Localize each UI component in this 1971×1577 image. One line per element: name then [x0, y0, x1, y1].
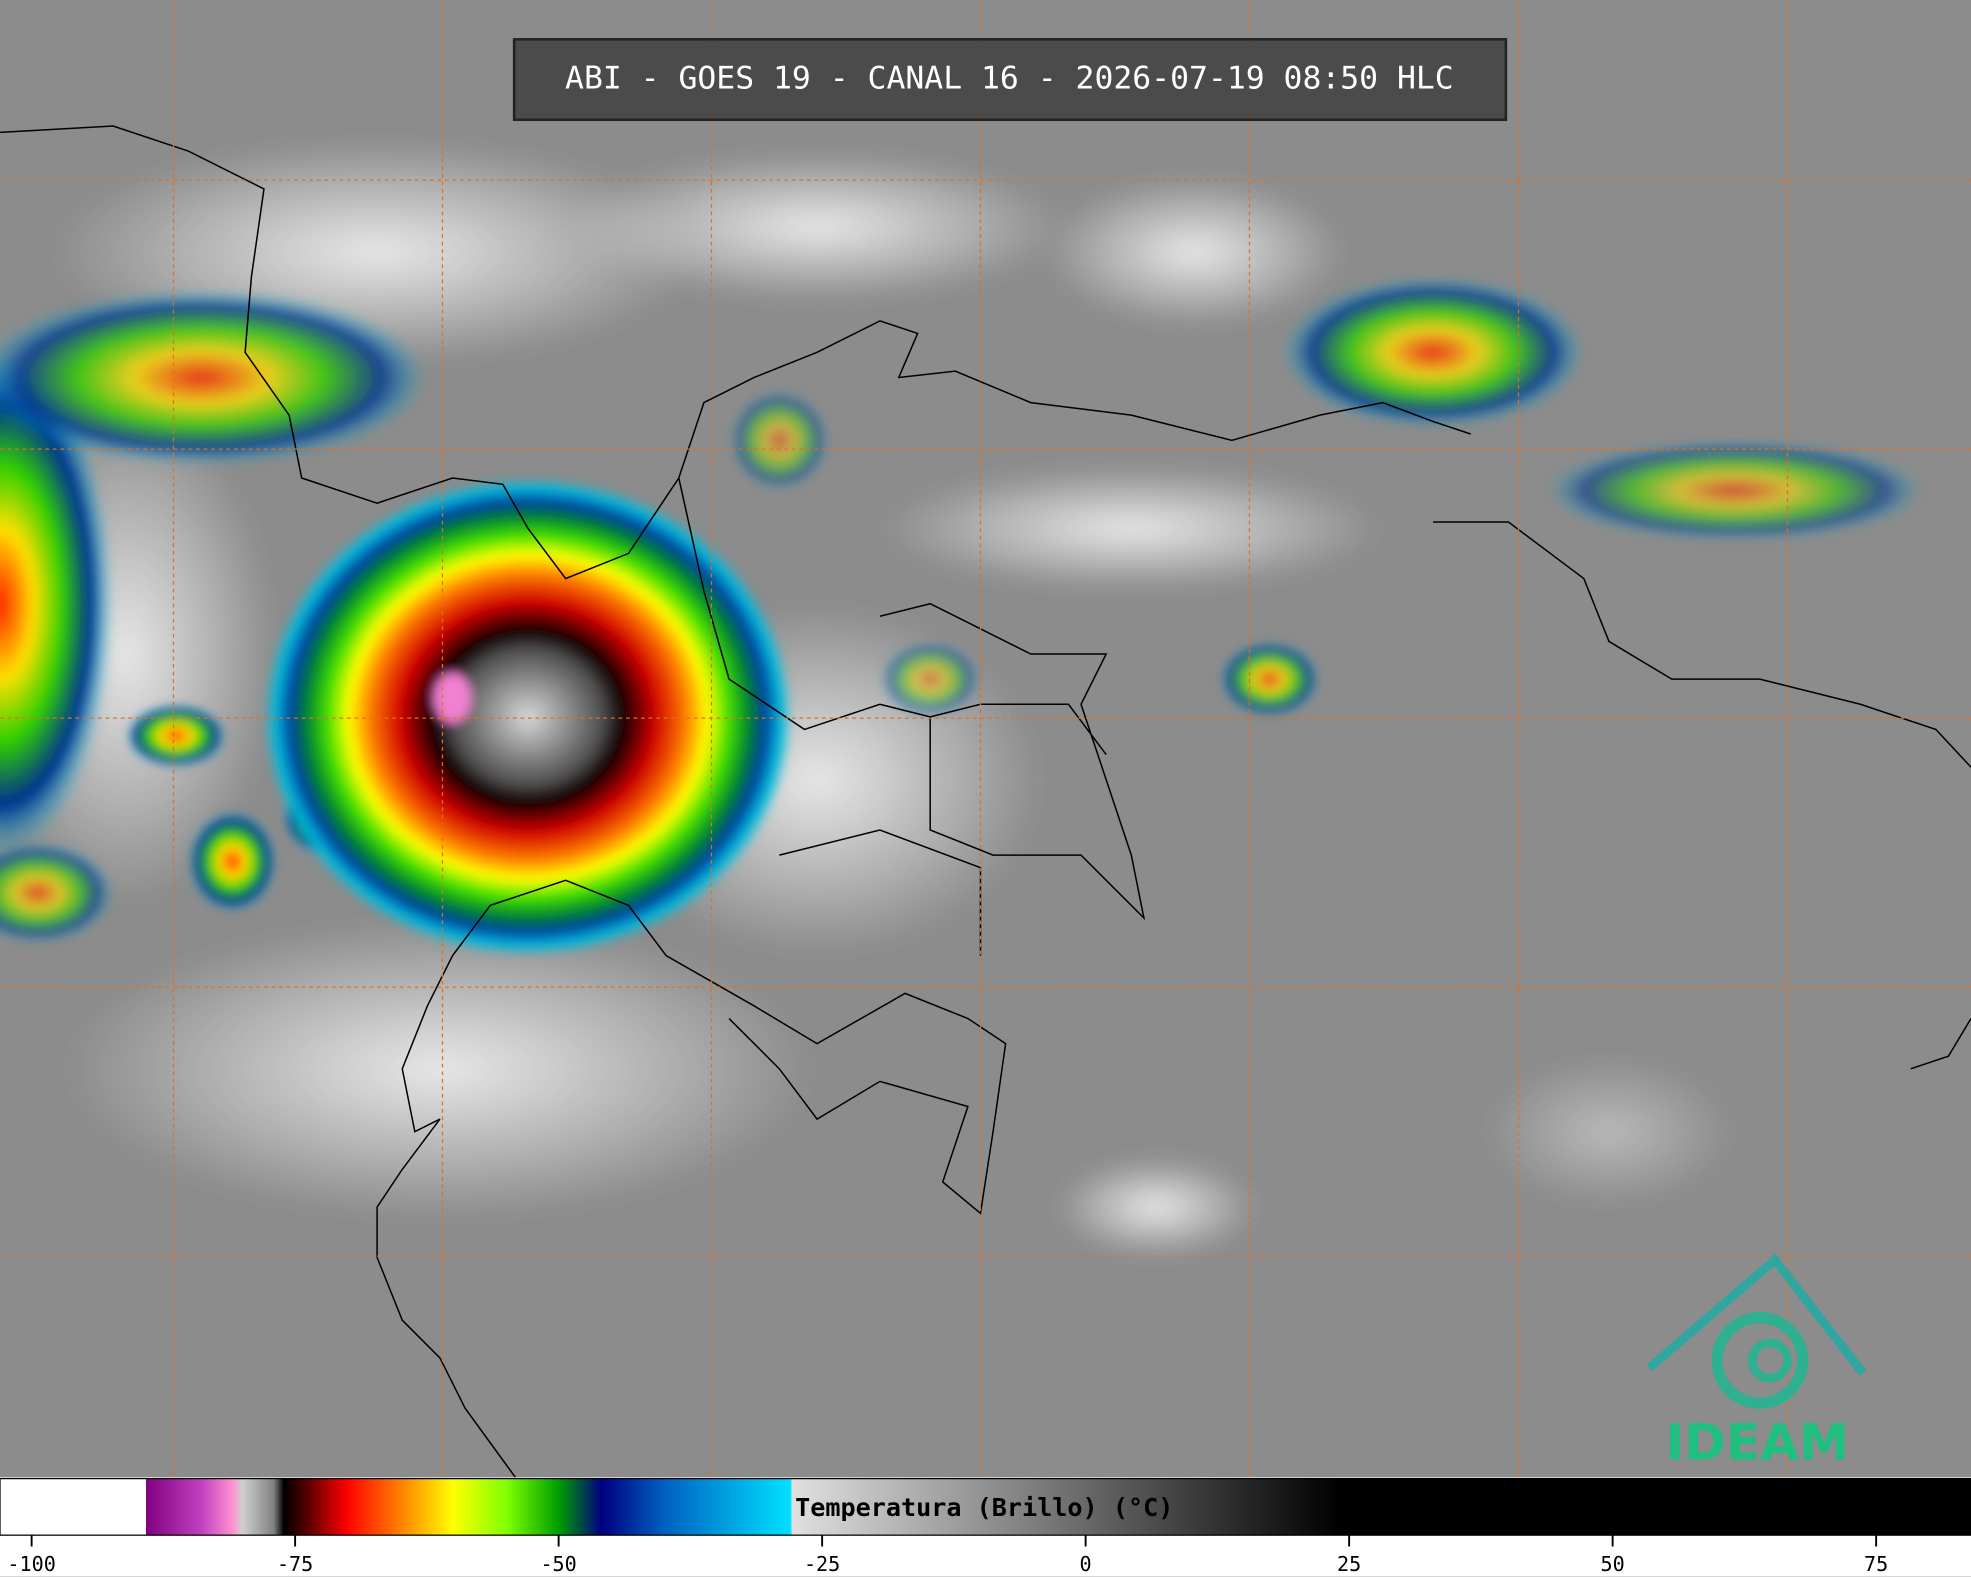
- tick-label: -100: [7, 1552, 55, 1576]
- title-box: ABI - GOES 19 - CANAL 16 - 2026-07-19 08…: [512, 38, 1508, 122]
- convection: [0, 276, 1924, 956]
- tick-label: -25: [804, 1552, 840, 1576]
- graticule: [0, 0, 1971, 1478]
- colorbar-label: Temperatura (Brillo) (°C): [795, 1493, 1173, 1522]
- tick-label: -50: [540, 1552, 576, 1576]
- tick-label: 0: [1080, 1552, 1092, 1576]
- title: ABI - GOES 19 - CANAL 16 - 2026-07-19 08…: [565, 61, 1454, 97]
- logo-text: IDEAM: [1665, 1412, 1849, 1471]
- coastlines: [0, 125, 1971, 1478]
- logo: IDEAM: [1646, 1253, 1867, 1471]
- tick-label: -75: [277, 1552, 313, 1576]
- tick-label: 75: [1864, 1552, 1888, 1576]
- colorbar-ticks: -100 -75 -50 -25 0 25 50 75: [7, 1535, 1888, 1576]
- tick-label: 50: [1601, 1552, 1625, 1576]
- colorbar: [0, 1477, 1971, 1536]
- tick-label: 25: [1337, 1552, 1361, 1576]
